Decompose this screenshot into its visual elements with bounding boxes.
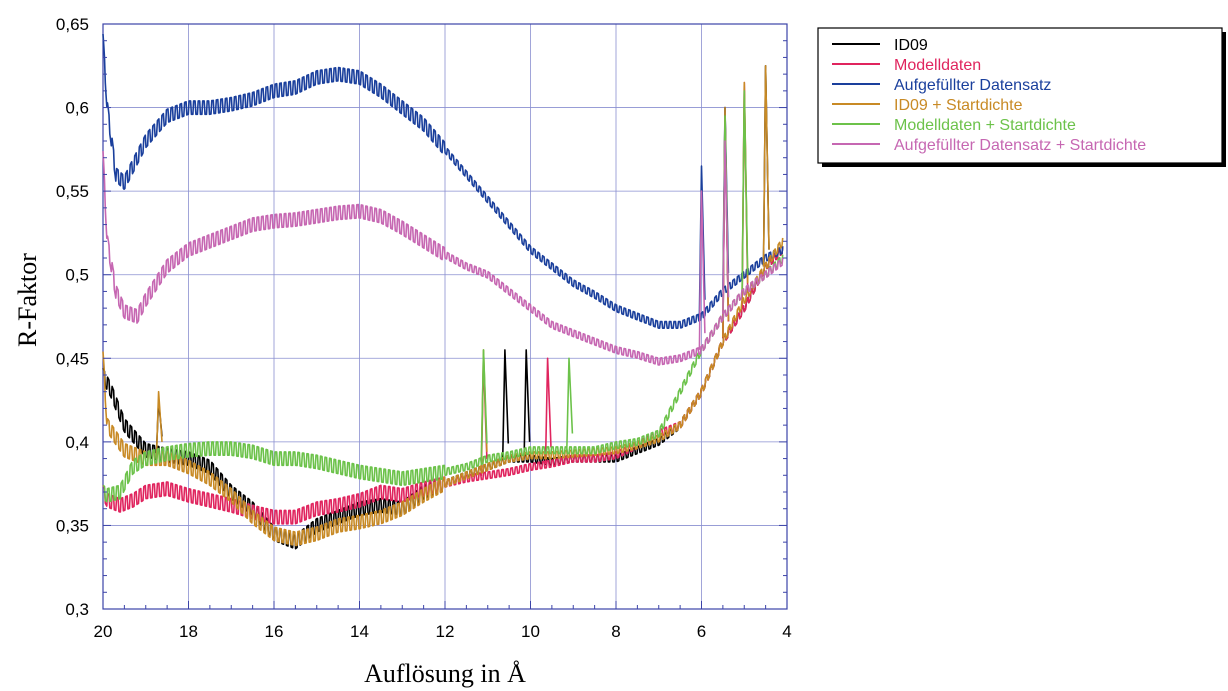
y-tick-label: 0,45 bbox=[56, 349, 89, 368]
x-tick-label: 14 bbox=[350, 622, 369, 641]
y-tick-label: 0,5 bbox=[65, 266, 89, 285]
x-tick-label: 16 bbox=[265, 622, 284, 641]
y-tick-label: 0,4 bbox=[65, 433, 89, 452]
legend: ID09 Modelldaten Aufgefüllter Datensatz ID0… bbox=[817, 27, 1226, 167]
series-line bbox=[102, 140, 784, 366]
x-axis-label: Auflösung in Å bbox=[364, 659, 526, 688]
legend-label: Aufgefüllter Datensatz bbox=[894, 77, 1051, 94]
y-tick-label: 0,3 bbox=[65, 600, 89, 619]
legend-label: Modelldaten bbox=[894, 57, 981, 74]
legend-label: ID09 bbox=[894, 37, 928, 54]
y-tick-label: 0,65 bbox=[56, 15, 89, 34]
series-line bbox=[102, 90, 784, 503]
x-tick-label: 10 bbox=[521, 622, 540, 641]
x-tick-label: 12 bbox=[436, 622, 455, 641]
series-line bbox=[102, 33, 784, 329]
x-tick-label: 4 bbox=[782, 622, 791, 641]
x-tick-label: 8 bbox=[611, 622, 620, 641]
y-tick-label: 0,35 bbox=[56, 516, 89, 535]
legend-label: ID09 + Startdichte bbox=[894, 97, 1023, 114]
y-axis-label: R-Faktor bbox=[13, 253, 42, 347]
y-tick-label: 0,55 bbox=[56, 182, 89, 201]
x-tick-label: 18 bbox=[179, 622, 198, 641]
series-layer bbox=[102, 33, 784, 550]
legend-label: Aufgefüllter Datensatz + Startdichte bbox=[894, 137, 1146, 154]
legend-label: Modelldaten + Startdichte bbox=[894, 117, 1076, 134]
axis-ticks: 20 18 16 14 12 10 8 6 4 0,3 0,35 0,4 0,45 0,5 0,55 0,6 0… bbox=[56, 15, 792, 641]
legend-box bbox=[817, 27, 1223, 164]
x-tick-label: 6 bbox=[697, 622, 706, 641]
y-tick-label: 0,6 bbox=[65, 99, 89, 118]
x-tick-label: 20 bbox=[94, 622, 113, 641]
